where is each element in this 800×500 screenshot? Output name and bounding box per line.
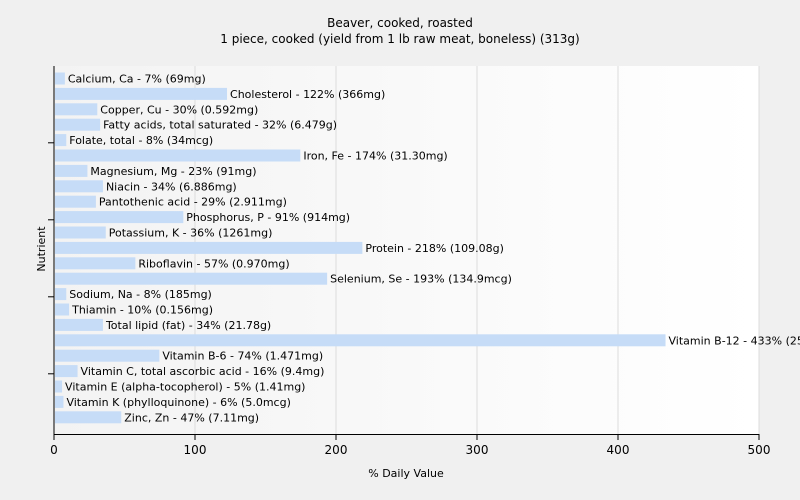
bar [55, 334, 666, 347]
bar [55, 134, 67, 147]
bar-label: Fatty acids, total saturated - 32% (6.47… [103, 119, 337, 132]
bar [55, 411, 122, 424]
bar-label: Pantothenic acid - 29% (2.911mg) [99, 196, 287, 209]
bar [55, 164, 88, 177]
bar [55, 72, 65, 85]
bar [55, 257, 136, 270]
bar [55, 395, 64, 408]
x-tick-label: 500 [748, 443, 771, 457]
bar-label: Copper, Cu - 30% (0.592mg) [100, 103, 258, 116]
bar [55, 118, 101, 131]
bar [55, 195, 96, 208]
bar-label: Vitamin E (alpha-tocopherol) - 5% (1.41m… [65, 381, 305, 394]
bar-label: Potassium, K - 36% (1261mg) [109, 227, 273, 240]
bar [55, 149, 301, 162]
chart-title: Beaver, cooked, roasted [327, 16, 473, 30]
bar [55, 303, 70, 316]
bar [55, 288, 67, 301]
bar-label: Folate, total - 8% (34mcg) [69, 134, 213, 147]
bar [55, 241, 363, 254]
bars: Calcium, Ca - 7% (69mg) Cholesterol - 122… [55, 72, 800, 424]
bar-label: Total lipid (fat) - 34% (21.78g) [105, 319, 271, 332]
bar-label: Vitamin C, total ascorbic acid - 16% (9.… [81, 365, 325, 378]
bar-label: Vitamin K (phylloquinone) - 6% (5.0mcg) [66, 396, 290, 409]
bar-label: Thiamin - 10% (0.156mg) [71, 304, 213, 317]
x-ticks: 0 100 200 300 400 500 [50, 434, 770, 457]
bar [55, 380, 63, 393]
bar [55, 318, 103, 331]
bar-label: Calcium, Ca - 7% (69mg) [68, 73, 206, 86]
x-axis-label: % Daily Value [368, 467, 444, 480]
bar-label: Iron, Fe - 174% (31.30mg) [303, 150, 447, 163]
bar [55, 272, 328, 285]
y-axis-label: Nutrient [35, 226, 48, 272]
bar-label: Vitamin B-12 - 433% (25.98mcg) [669, 334, 800, 347]
bar-label: Selenium, Se - 193% (134.9mcg) [330, 273, 512, 286]
x-tick-label: 100 [184, 443, 207, 457]
bar [55, 349, 160, 362]
bar-label: Phosphorus, P - 91% (914mg) [186, 211, 350, 224]
x-tick-label: 400 [607, 443, 630, 457]
bar-label: Niacin - 34% (6.886mg) [106, 180, 237, 193]
bar [55, 211, 184, 224]
chart-subtitle: 1 piece, cooked (yield from 1 lb raw mea… [220, 32, 580, 46]
bar-label: Zinc, Zn - 47% (7.11mg) [124, 411, 259, 424]
x-tick-label: 300 [466, 443, 489, 457]
bar-label: Sodium, Na - 8% (185mg) [69, 288, 212, 301]
bar [55, 226, 106, 239]
bar-label: Vitamin B-6 - 74% (1.471mg) [162, 350, 323, 363]
x-tick-label: 200 [325, 443, 348, 457]
bar-label: Protein - 218% (109.08g) [365, 242, 504, 255]
bar-label: Riboflavin - 57% (0.970mg) [138, 257, 289, 270]
bar [55, 180, 103, 193]
bar [55, 365, 78, 378]
bar-label: Magnesium, Mg - 23% (91mg) [90, 165, 256, 178]
x-tick-label: 0 [50, 443, 58, 457]
axes [48, 66, 759, 435]
bar [55, 87, 228, 100]
bar [55, 103, 98, 116]
bar-label: Cholesterol - 122% (366mg) [230, 88, 385, 101]
